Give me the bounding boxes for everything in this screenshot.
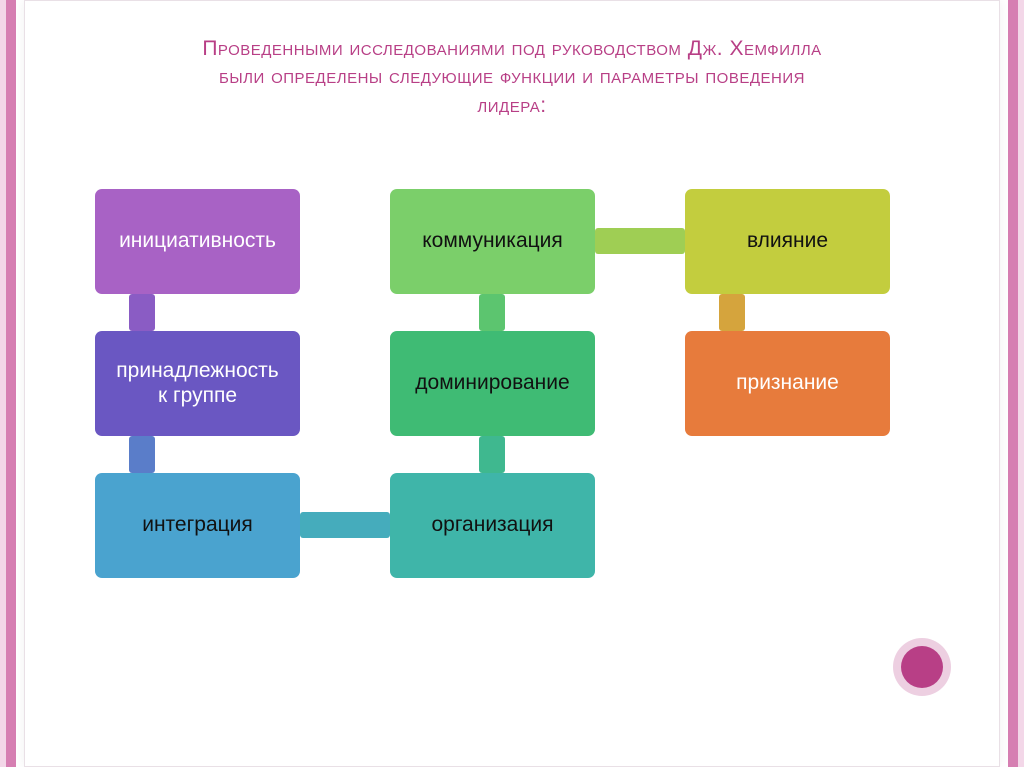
title-line-3: лидера: [75, 92, 949, 120]
right-side-decor [1006, 0, 1024, 767]
title-line-1: Проведенными исследованиями под руководс… [75, 35, 949, 63]
node-membership: принадлежностьк группе [95, 331, 300, 436]
node-initiative: инициативность [95, 189, 300, 294]
node-organization: организация [390, 473, 595, 578]
connector-c2-r2r3 [479, 436, 505, 473]
node-label: доминирование [415, 371, 569, 395]
connector-row3-c1c2 [300, 512, 390, 538]
node-influence: влияние [685, 189, 890, 294]
node-label: организация [431, 513, 553, 537]
connector-row1-c2c3 [595, 228, 685, 254]
decor-circle-inner [901, 646, 943, 688]
left-side-decor [0, 0, 18, 767]
connector-c1-r2r3 [129, 436, 155, 473]
node-communication: коммуникация [390, 189, 595, 294]
node-label: принадлежностьк группе [116, 359, 278, 407]
title-line-2: были определены следующие функции и пара… [75, 63, 949, 91]
connector-c1-r1r2 [129, 294, 155, 331]
connector-c2-r1r2 [479, 294, 505, 331]
node-label: влияние [747, 229, 828, 253]
side-stripe-inner [6, 0, 16, 767]
connector-c3-r1r2 [719, 294, 745, 331]
slide-title: Проведенными исследованиями под руководс… [75, 35, 949, 120]
side-stripe-outer [1018, 0, 1024, 767]
node-label: признание [736, 371, 839, 395]
slide-frame: Проведенными исследованиями под руководс… [24, 0, 1000, 767]
node-label: интеграция [142, 513, 253, 537]
node-label: инициативность [119, 229, 276, 253]
node-domination: доминирование [390, 331, 595, 436]
node-recognition: признание [685, 331, 890, 436]
node-label: коммуникация [422, 229, 563, 253]
node-integration: интеграция [95, 473, 300, 578]
side-stripe-inner [1008, 0, 1018, 767]
